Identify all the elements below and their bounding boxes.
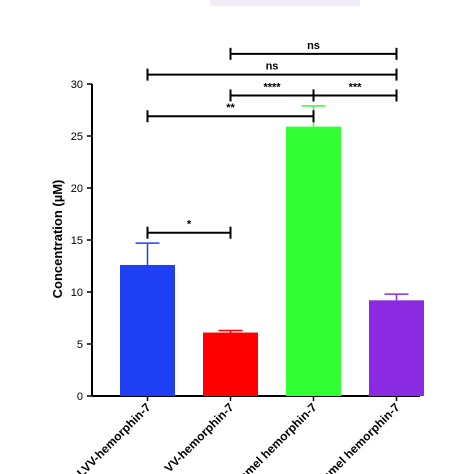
error-bar: [218, 329, 243, 333]
bar: [286, 126, 341, 396]
significance-bracket: ns: [229, 40, 398, 60]
significance-label: *: [187, 219, 192, 231]
y-tick-label: 30: [71, 79, 83, 91]
error-bar: [384, 293, 409, 301]
y-tick-label: 25: [71, 131, 83, 143]
legend-fragment: [210, 0, 360, 6]
category-label: VV-hemorphin-7: [162, 400, 237, 474]
bars: [120, 126, 424, 396]
error-bar: [135, 242, 160, 265]
category-label: Camel hemorphin-7: [314, 400, 403, 474]
significance-label: ns: [266, 61, 279, 73]
y-tick-label: 10: [71, 287, 83, 299]
significance-bracket: ns: [146, 61, 398, 81]
category-label: LVV-hemorphin-7: [74, 400, 154, 474]
significance-bracket: **: [146, 102, 315, 123]
bar: [369, 300, 424, 396]
significance-label: ****: [263, 81, 281, 93]
y-tick-label: 5: [77, 339, 83, 351]
significance-bracket: ***: [312, 81, 398, 102]
bar: [120, 264, 175, 396]
significance-label: **: [226, 102, 235, 114]
significance-label: ***: [349, 81, 363, 93]
y-tick-label: 20: [71, 183, 83, 195]
y-tick-label: 0: [77, 391, 83, 403]
category-label: Camel hemorphin-7: [231, 400, 320, 474]
error-bars: [135, 105, 409, 333]
y-tick-label: 15: [71, 235, 83, 247]
y-axis-label: Concentration (µM): [50, 180, 65, 299]
significance-label: ns: [307, 40, 320, 52]
significance-bracket: *: [146, 219, 232, 239]
significance-bracket: ****: [229, 81, 315, 102]
bar: [203, 332, 258, 396]
